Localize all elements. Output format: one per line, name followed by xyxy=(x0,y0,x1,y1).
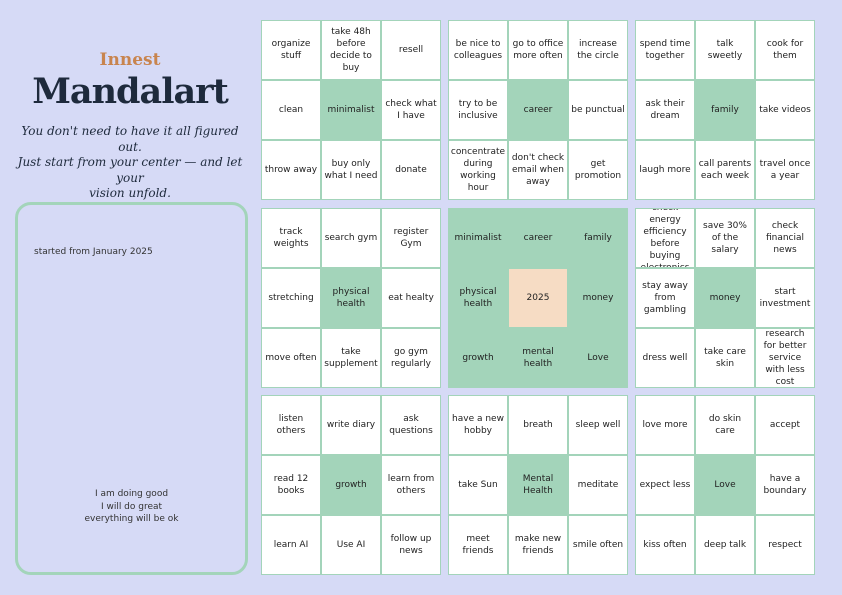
goal-cell[interactable]: take supplement xyxy=(321,328,381,388)
goal-cell[interactable]: be nice to colleagues xyxy=(448,20,508,80)
block-money: check energy efficiency before buying el… xyxy=(635,208,815,388)
brand-header: Innest Mandalart You don't need to have … xyxy=(10,50,250,202)
block-center: minimalist career family physical health 202… xyxy=(448,208,628,388)
block-minimalist: organize stuff take 48h before decide to … xyxy=(261,20,441,200)
goal-cell[interactable]: mental health xyxy=(508,328,568,388)
goal-cell[interactable]: increase the circle xyxy=(568,20,628,80)
goal-cell[interactable]: take Sun xyxy=(448,455,508,515)
goal-cell[interactable]: cook for them xyxy=(755,20,815,80)
goal-cell[interactable]: read 12 books xyxy=(261,455,321,515)
goal-cell[interactable]: spend time together xyxy=(635,20,695,80)
goal-cell[interactable]: travel once a year xyxy=(755,140,815,200)
goal-cell[interactable]: have a boundary xyxy=(755,455,815,515)
center-goal-cell[interactable]: 2025 xyxy=(508,268,568,328)
start-date-note: started from January 2025 xyxy=(34,247,153,257)
block-theme-cell[interactable]: physical health xyxy=(321,268,381,328)
goal-cell[interactable]: write diary xyxy=(321,395,381,455)
goal-cell[interactable]: register Gym xyxy=(381,208,441,268)
block-physical-health: track weights search gym register Gym stret… xyxy=(261,208,441,388)
goal-cell[interactable]: track weights xyxy=(261,208,321,268)
goal-cell[interactable]: follow up news xyxy=(381,515,441,575)
block-career: be nice to colleagues go to office more o… xyxy=(448,20,628,200)
goal-cell[interactable]: money xyxy=(568,268,628,328)
goal-cell[interactable]: meet friends xyxy=(448,515,508,575)
goal-cell[interactable]: listen others xyxy=(261,395,321,455)
block-theme-cell[interactable]: Mental Health xyxy=(508,455,568,515)
goal-cell[interactable]: dress well xyxy=(635,328,695,388)
block-theme-cell[interactable]: Love xyxy=(695,455,755,515)
goal-cell[interactable]: eat healty xyxy=(381,268,441,328)
goal-cell[interactable]: don't check email when away xyxy=(508,140,568,200)
goal-cell[interactable]: go to office more often xyxy=(508,20,568,80)
goal-cell[interactable]: call parents each week xyxy=(695,140,755,200)
goal-cell[interactable]: learn AI xyxy=(261,515,321,575)
goal-cell[interactable]: ask their dream xyxy=(635,80,695,140)
goal-cell[interactable]: research for better service with less co… xyxy=(755,328,815,388)
block-theme-cell[interactable]: minimalist xyxy=(321,80,381,140)
goal-cell[interactable]: Love xyxy=(568,328,628,388)
goal-cell[interactable]: save 30% of the salary xyxy=(695,208,755,268)
goal-cell[interactable]: ask questions xyxy=(381,395,441,455)
goal-cell[interactable]: donate xyxy=(381,140,441,200)
goal-cell[interactable]: have a new hobby xyxy=(448,395,508,455)
block-family: spend time together talk sweetly cook for … xyxy=(635,20,815,200)
goal-cell[interactable]: learn from others xyxy=(381,455,441,515)
goal-cell[interactable]: stay away from gambling xyxy=(635,268,695,328)
goal-cell[interactable]: take care skin xyxy=(695,328,755,388)
affirmations-note: I am doing good I will do great everythi… xyxy=(84,489,179,524)
block-theme-cell[interactable]: career xyxy=(508,80,568,140)
goal-cell[interactable]: physical health xyxy=(448,268,508,328)
goal-cell[interactable]: love more xyxy=(635,395,695,455)
goal-cell[interactable]: start investment xyxy=(755,268,815,328)
goal-cell[interactable]: deep talk xyxy=(695,515,755,575)
goal-cell[interactable]: family xyxy=(568,208,628,268)
goal-cell[interactable]: growth xyxy=(448,328,508,388)
goal-cell[interactable]: concentrate during working hour xyxy=(448,140,508,200)
goal-cell[interactable]: talk sweetly xyxy=(695,20,755,80)
goal-cell[interactable]: make new friends xyxy=(508,515,568,575)
goal-cell[interactable]: resell xyxy=(381,20,441,80)
goal-cell[interactable]: smile often xyxy=(568,515,628,575)
goal-cell[interactable]: clean xyxy=(261,80,321,140)
goal-cell[interactable]: sleep well xyxy=(568,395,628,455)
notes-panel[interactable]: started from January 2025 I am doing goo… xyxy=(15,202,248,575)
goal-cell[interactable]: check financial news xyxy=(755,208,815,268)
goal-cell[interactable]: breath xyxy=(508,395,568,455)
goal-cell[interactable]: respect xyxy=(755,515,815,575)
goal-cell[interactable]: meditate xyxy=(568,455,628,515)
goal-cell[interactable]: Use AI xyxy=(321,515,381,575)
app-subtitle: Innest xyxy=(99,50,161,70)
goal-cell[interactable]: go gym regularly xyxy=(381,328,441,388)
block-love: love more do skin care accept expect less Lo… xyxy=(635,395,815,575)
goal-cell[interactable]: move often xyxy=(261,328,321,388)
goal-cell[interactable]: throw away xyxy=(261,140,321,200)
block-mental-health: have a new hobby breath sleep well take Sun… xyxy=(448,395,628,575)
goal-cell[interactable]: laugh more xyxy=(635,140,695,200)
goal-cell[interactable]: take 48h before decide to buy xyxy=(321,20,381,80)
goal-cell[interactable]: stretching xyxy=(261,268,321,328)
goal-cell[interactable]: kiss often xyxy=(635,515,695,575)
goal-cell[interactable]: check what I have xyxy=(381,80,441,140)
goal-cell[interactable]: take videos xyxy=(755,80,815,140)
goal-cell[interactable]: accept xyxy=(755,395,815,455)
goal-cell[interactable]: organize stuff xyxy=(261,20,321,80)
goal-cell[interactable]: minimalist xyxy=(448,208,508,268)
block-growth: listen others write diary ask questions rea… xyxy=(261,395,441,575)
goal-cell[interactable]: expect less xyxy=(635,455,695,515)
goal-cell[interactable]: buy only what I need xyxy=(321,140,381,200)
app-title: Mandalart xyxy=(32,71,229,112)
goal-cell[interactable]: do skin care xyxy=(695,395,755,455)
goal-cell[interactable]: try to be inclusive xyxy=(448,80,508,140)
goal-cell[interactable]: check energy efficiency before buying el… xyxy=(635,208,695,268)
goal-cell[interactable]: be punctual xyxy=(568,80,628,140)
block-theme-cell[interactable]: growth xyxy=(321,455,381,515)
block-theme-cell[interactable]: money xyxy=(695,268,755,328)
goal-cell[interactable]: search gym xyxy=(321,208,381,268)
tagline: You don't need to have it all figured ou… xyxy=(17,124,243,200)
goal-cell[interactable]: career xyxy=(508,208,568,268)
block-theme-cell[interactable]: family xyxy=(695,80,755,140)
goal-cell[interactable]: get promotion xyxy=(568,140,628,200)
